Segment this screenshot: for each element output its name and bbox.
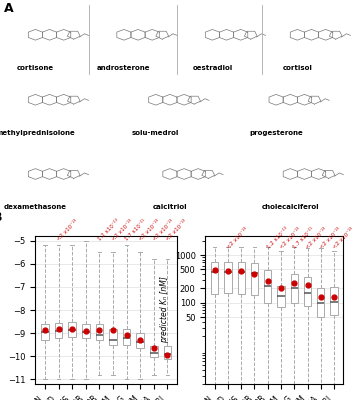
Text: cortisol: cortisol [282,65,312,71]
Text: dexamethasone: dexamethasone [4,204,67,210]
Text: <2 x10⁻¹³: <2 x10⁻¹³ [165,219,188,242]
Text: 1.2 x10⁻¹³: 1.2 x10⁻¹³ [266,226,289,250]
PathPatch shape [330,288,338,315]
Text: androsterone: androsterone [97,65,151,71]
Text: progesterone: progesterone [249,130,303,136]
PathPatch shape [123,328,130,345]
Text: A: A [4,2,13,15]
PathPatch shape [211,262,218,294]
Y-axis label: predicted Kₙ [nM]: predicted Kₙ [nM] [160,276,169,344]
Text: cholecalciferol: cholecalciferol [262,204,319,210]
Text: 1.2 x10⁻¹³: 1.2 x10⁻¹³ [97,218,121,242]
Text: <2 x10⁻¹³: <2 x10⁻¹³ [306,227,329,250]
Text: oestradiol: oestradiol [192,65,233,71]
Text: <2 x10⁻¹³: <2 x10⁻¹³ [152,219,175,242]
Text: solu-medrol: solu-medrol [132,130,179,136]
PathPatch shape [224,262,232,293]
PathPatch shape [109,328,117,345]
Text: <2 x10⁻¹³: <2 x10⁻¹³ [319,227,342,250]
Text: methylprednisolone: methylprednisolone [0,130,75,136]
Text: 1.7 x10⁻¹¹: 1.7 x10⁻¹¹ [125,218,148,242]
PathPatch shape [238,262,245,294]
Text: <2 x10⁻¹³: <2 x10⁻¹³ [57,219,79,242]
PathPatch shape [82,324,90,338]
Text: <2 x10⁻¹³: <2 x10⁻¹³ [138,219,161,242]
PathPatch shape [277,286,285,308]
PathPatch shape [41,324,48,340]
Text: 1.7 x10⁻¹¹: 1.7 x10⁻¹¹ [292,226,315,250]
PathPatch shape [291,274,298,303]
PathPatch shape [164,346,171,358]
PathPatch shape [150,346,158,358]
PathPatch shape [55,323,62,338]
Text: <2 x10⁻¹³: <2 x10⁻¹³ [111,219,134,242]
PathPatch shape [317,288,325,317]
Text: <2 x10⁻¹³: <2 x10⁻¹³ [226,227,249,250]
PathPatch shape [251,263,258,295]
Text: <2 x10⁻¹³: <2 x10⁻¹³ [279,227,302,250]
PathPatch shape [96,324,103,340]
Text: <2 x10⁻¹³: <2 x10⁻¹³ [332,227,354,250]
Text: calcitriol: calcitriol [153,204,187,210]
PathPatch shape [304,278,311,306]
PathPatch shape [264,270,272,303]
PathPatch shape [68,322,76,336]
Text: B: B [0,211,2,224]
Text: cortisone: cortisone [17,65,54,71]
PathPatch shape [137,333,144,348]
